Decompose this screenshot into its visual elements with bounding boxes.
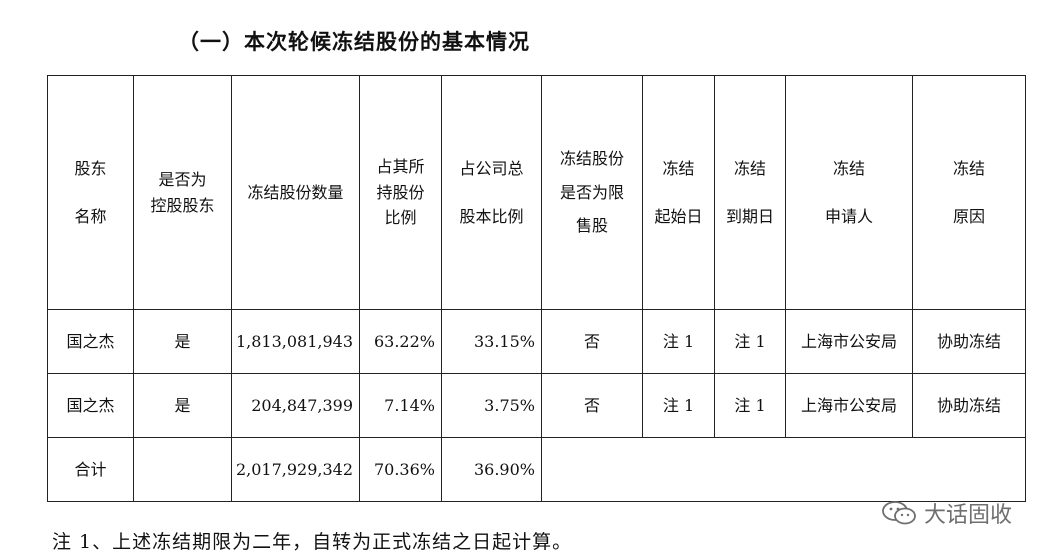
header-cell: 冻结 到期日 <box>714 75 786 310</box>
header-line: 售股 <box>575 216 608 236</box>
cell-end-date: 注 1 <box>714 309 786 374</box>
total-frozen-quantity: 2,017,929,342 <box>231 437 360 502</box>
cell-total-capital-ratio: 3.75% <box>441 373 542 438</box>
cell-reason: 协助冻结 <box>912 373 1026 438</box>
header-line: 股东 <box>74 158 107 178</box>
frozen-shares-table: 股东名称 是否为控股股东 冻结股份数量 占其所持股份比例 占公司总股本比例 冻结… <box>47 75 1026 502</box>
header-cell: 是否为 控股股东 <box>133 75 232 310</box>
header-cell: 冻结 申请人 <box>785 75 913 310</box>
header-line: 冻结 <box>952 158 985 178</box>
cell-is-restricted: 否 <box>541 309 643 374</box>
cell-holder-name: 国之杰 <box>47 373 134 438</box>
cell-holding-ratio: 63.22% <box>359 309 442 374</box>
header-cell: 冻结股份数量 <box>231 75 360 310</box>
header-line: 控股股东 <box>150 195 215 215</box>
cell-frozen-quantity: 204,847,399 <box>231 373 360 438</box>
cell-end-date: 注 1 <box>714 373 786 438</box>
cell-is-restricted: 否 <box>541 373 643 438</box>
cell-holder-name: 国之杰 <box>47 309 134 374</box>
cell-applicant: 上海市公安局 <box>785 373 913 438</box>
header-line: 冻结股份 <box>559 149 624 169</box>
table-row: 国之杰 是 204,847,399 7.14% 3.75% 否 注 1 注 1 … <box>47 373 1026 438</box>
cell-frozen-quantity: 1,813,081,943 <box>231 309 360 374</box>
cell-applicant: 上海市公安局 <box>785 309 913 374</box>
header-cell: 冻结股份是否为限售股 <box>541 75 643 310</box>
wechat-icon <box>882 501 916 525</box>
footnote: 注 1、上述冻结期限为二年，自转为正式冻结之日起计算。 <box>52 531 573 553</box>
header-line: 申请人 <box>824 206 873 226</box>
cell-is-controlling: 是 <box>133 309 232 374</box>
header-line: 起始日 <box>654 206 703 226</box>
header-cell: 占其所 持股份 比例 <box>359 75 442 310</box>
watermark-text: 大话固收 <box>924 503 1013 528</box>
cell-start-date: 注 1 <box>642 373 715 438</box>
header-line: 是否为 <box>158 169 207 189</box>
total-row: 合计 2,017,929,342 70.36% 36.90% <box>47 437 1026 502</box>
total-empty-cell <box>133 437 232 502</box>
header-cell: 冻结 起始日 <box>642 75 715 310</box>
total-capital-ratio: 36.90% <box>441 437 542 502</box>
header-line: 冻结 <box>662 158 695 178</box>
header-line: 到期日 <box>725 206 774 226</box>
header-line: 冻结股份数量 <box>247 182 344 202</box>
total-holding-ratio: 70.36% <box>359 437 442 502</box>
cell-total-capital-ratio: 33.15% <box>441 309 542 374</box>
cell-reason: 协助冻结 <box>912 309 1026 374</box>
header-line: 股本比例 <box>459 206 524 226</box>
header-cell: 股东 名称 <box>47 75 134 310</box>
header-line: 占其所 <box>376 157 425 177</box>
header-line: 占公司总 <box>459 158 524 178</box>
header-line: 名称 <box>74 206 107 226</box>
cell-holding-ratio: 7.14% <box>359 373 442 438</box>
cell-is-controlling: 是 <box>133 373 232 438</box>
header-line: 比例 <box>384 208 417 228</box>
section-title: （一）本次轮候冻结股份的基本情况 <box>178 30 530 54</box>
header-line: 冻结 <box>733 158 766 178</box>
watermark: 大话固收 <box>880 497 1012 529</box>
header-cell: 占公司总 股本比例 <box>441 75 542 310</box>
total-label: 合计 <box>47 437 134 502</box>
table-row: 国之杰 是 1,813,081,943 63.22% 33.15% 否 注 1 … <box>47 309 1026 374</box>
cell-start-date: 注 1 <box>642 309 715 374</box>
header-line: 冻结 <box>832 158 865 178</box>
header-line: 是否为限 <box>559 182 624 202</box>
header-row: 股东名称 是否为控股股东 冻结股份数量 占其所持股份比例 占公司总股本比例 冻结… <box>47 75 1026 310</box>
total-merged-empty-cell <box>541 437 1026 502</box>
header-cell: 冻结 原因 <box>912 75 1026 310</box>
header-line: 持股份 <box>376 182 425 202</box>
header-line: 原因 <box>952 206 985 226</box>
